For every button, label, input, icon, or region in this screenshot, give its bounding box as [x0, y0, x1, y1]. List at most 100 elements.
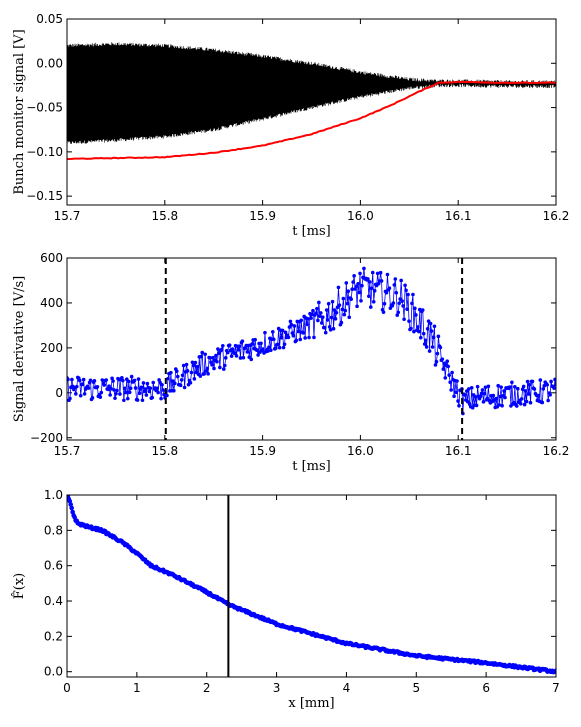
- derivative-point: [98, 395, 103, 399]
- y-tick-label: 0.8: [44, 523, 63, 537]
- derivative-point: [230, 347, 235, 351]
- y-tick-label: 0: [55, 386, 63, 400]
- derivative-point: [200, 350, 205, 355]
- derivative-point: [123, 386, 127, 391]
- derivative-point: [362, 266, 366, 271]
- derivative-point: [323, 330, 328, 335]
- derivative-point: [114, 391, 118, 396]
- derivative-point: [441, 367, 446, 371]
- derivative-point: [455, 379, 459, 383]
- derivative-point: [538, 378, 543, 382]
- derivative-point: [463, 393, 467, 397]
- derivative-point: [503, 395, 507, 400]
- derivative-point: [256, 353, 260, 357]
- panel-bunch-signal: 15.7 15.8 15.9 16.0 16.1 16.2 0.05 0.00 −0.05 −0.…: [12, 12, 569, 239]
- derivative-point: [269, 348, 273, 353]
- y-tick-label: 0.4: [44, 594, 63, 608]
- derivative-point: [350, 287, 354, 292]
- y-tick-label: −200: [30, 431, 63, 445]
- derivative-point: [387, 286, 392, 291]
- derivative-point: [249, 357, 254, 362]
- derivative-point: [403, 283, 407, 288]
- derivative-point: [132, 378, 137, 383]
- derivative-point: [74, 392, 78, 396]
- derivative-point: [406, 292, 410, 297]
- derivative-point: [436, 334, 441, 339]
- x-tick-label: 5: [412, 681, 420, 695]
- derivative-point: [80, 382, 85, 387]
- y-tick-label: 200: [40, 341, 63, 355]
- derivative-point: [128, 386, 133, 391]
- derivative-point: [126, 379, 131, 384]
- derivative-point: [283, 330, 288, 335]
- derivative-point: [344, 281, 349, 285]
- x-tick-label: 2: [203, 681, 211, 695]
- x-tick-label: 3: [273, 681, 281, 695]
- derivative-point: [552, 386, 556, 390]
- derivative-point: [218, 365, 222, 370]
- derivative-point: [381, 310, 386, 314]
- derivative-point: [238, 356, 243, 360]
- derivative-point: [336, 285, 341, 290]
- derivative-point: [457, 404, 461, 408]
- derivative-point: [423, 338, 428, 343]
- derivative-point: [112, 388, 116, 392]
- x-tick-label: 15.8: [151, 209, 178, 223]
- derivative-point: [432, 324, 437, 329]
- derivative-point: [417, 329, 421, 334]
- derivative-point: [430, 345, 435, 349]
- derivative-point: [427, 349, 432, 353]
- x-tick-label: 16.2: [543, 209, 570, 223]
- derivative-point: [70, 377, 74, 382]
- derivative-point: [67, 377, 70, 382]
- derivative-point: [217, 351, 221, 356]
- derivative-point: [150, 395, 155, 400]
- derivative-point: [440, 357, 445, 361]
- derivative-point: [536, 393, 541, 398]
- fhat-point: [69, 505, 74, 511]
- derivative-point: [330, 299, 335, 304]
- derivative-point: [553, 377, 556, 382]
- derivative-point: [385, 272, 390, 277]
- derivative-point: [332, 308, 337, 312]
- derivative-point: [357, 290, 361, 295]
- derivative-point: [141, 381, 146, 385]
- derivative-point: [355, 304, 359, 309]
- derivative-point: [165, 393, 169, 398]
- derivative-point: [156, 390, 160, 395]
- derivative-point: [236, 347, 241, 352]
- y-tick-label: −0.15: [26, 189, 63, 203]
- derivative-point: [342, 312, 347, 317]
- derivative-point: [382, 301, 387, 306]
- derivative-point: [426, 319, 431, 323]
- derivative-point: [118, 392, 122, 396]
- derivative-point: [277, 345, 282, 350]
- y-tick-label: 0.6: [44, 559, 63, 573]
- derivative-point: [368, 305, 373, 309]
- fhat-point: [68, 502, 73, 507]
- derivative-point: [367, 294, 371, 299]
- derivative-point: [124, 390, 128, 395]
- x-tick-label: 16.1: [445, 209, 472, 223]
- derivative-point: [86, 386, 91, 390]
- derivative-point: [122, 398, 126, 403]
- derivative-point: [434, 359, 439, 364]
- derivative-point: [352, 274, 356, 278]
- y-tick-label: 0.0: [44, 665, 63, 679]
- derivative-point: [307, 335, 311, 340]
- derivative-point: [289, 322, 294, 327]
- derivative-point: [144, 393, 149, 397]
- derivative-point: [496, 383, 500, 388]
- derivative-point: [320, 315, 325, 319]
- derivative-point: [540, 400, 545, 405]
- derivative-point: [104, 378, 108, 382]
- derivative-point: [281, 345, 286, 350]
- derivative-point: [325, 318, 330, 322]
- derivative-point: [494, 396, 499, 401]
- derivative-point: [99, 390, 104, 395]
- derivative-point: [521, 384, 526, 389]
- x-axis-label: x [mm]: [288, 696, 334, 711]
- derivative-point: [120, 376, 124, 380]
- derivative-point: [340, 307, 345, 312]
- derivative-point: [191, 363, 196, 368]
